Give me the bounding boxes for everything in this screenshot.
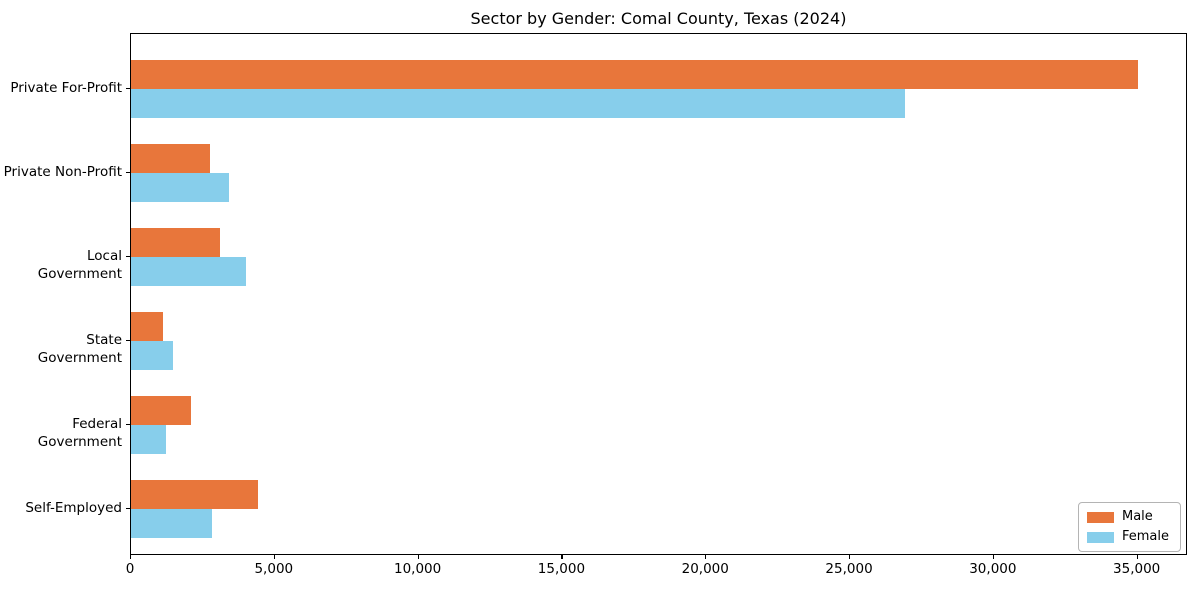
y-tick-label-local-government: Local Government [37, 248, 122, 282]
female-bar-federal-government [131, 425, 166, 454]
x-tick-mark [130, 555, 132, 559]
y-tick-label-federal-government: Federal Government [37, 416, 122, 450]
x-tick-mark [273, 555, 275, 559]
y-tick-mark [126, 340, 130, 342]
y-tick-mark [126, 256, 130, 258]
y-tick-label-private-non-profit: Private Non-Profit [3, 164, 122, 180]
legend-label-male: Male [1121, 509, 1153, 524]
x-tick-label-25000: 25,000 [825, 561, 873, 577]
female-bar-state-government [131, 341, 173, 370]
legend-entry-female: Female [1086, 529, 1169, 544]
x-tick-mark [417, 555, 419, 559]
x-tick-mark [561, 555, 563, 559]
legend-label-female: Female [1121, 529, 1169, 544]
male-bar-state-government [131, 312, 163, 341]
y-tick-mark [126, 88, 130, 90]
x-tick-mark [992, 555, 995, 559]
x-tick-label-35000: 35,000 [1113, 561, 1161, 577]
x-tick-mark [1136, 555, 1138, 559]
x-tick-mark [705, 555, 707, 559]
female-bar-private-for-profit [131, 89, 905, 118]
x-tick-label-30000: 30,000 [969, 561, 1017, 577]
y-tick-label-self-employed: Self-Employed [25, 500, 122, 516]
female-bar-local-government [131, 257, 247, 286]
female-bar-private-non-profit [131, 173, 229, 202]
legend: Male Female [1077, 502, 1181, 552]
male-swatch-icon [1086, 511, 1114, 523]
x-tick-label-20000: 20,000 [681, 561, 729, 577]
male-bar-private-non-profit [131, 144, 211, 173]
x-tick-label-5000: 5,000 [254, 561, 294, 577]
y-tick-mark [126, 172, 130, 174]
legend-entry-male: Male [1086, 509, 1169, 524]
x-tick-label-15000: 15,000 [537, 561, 586, 577]
female-bar-self-employed [131, 509, 212, 538]
male-bar-federal-government [131, 396, 192, 425]
y-tick-label-state-government: State Government [37, 332, 122, 366]
y-tick-mark [126, 508, 130, 510]
chart-title: Sector by Gender: Comal County, Texas (2… [470, 9, 847, 28]
x-tick-label-10000: 10,000 [393, 561, 442, 577]
female-swatch-icon [1086, 531, 1114, 543]
y-tick-mark [126, 424, 130, 426]
male-bar-local-government [131, 228, 221, 257]
y-tick-label-private-for-profit: Private For-Profit [10, 80, 122, 96]
x-tick-label-0: 0 [125, 561, 135, 577]
male-bar-private-for-profit [131, 60, 1138, 89]
x-tick-mark [849, 555, 851, 559]
male-bar-self-employed [131, 480, 258, 509]
plot-area [130, 33, 1187, 555]
